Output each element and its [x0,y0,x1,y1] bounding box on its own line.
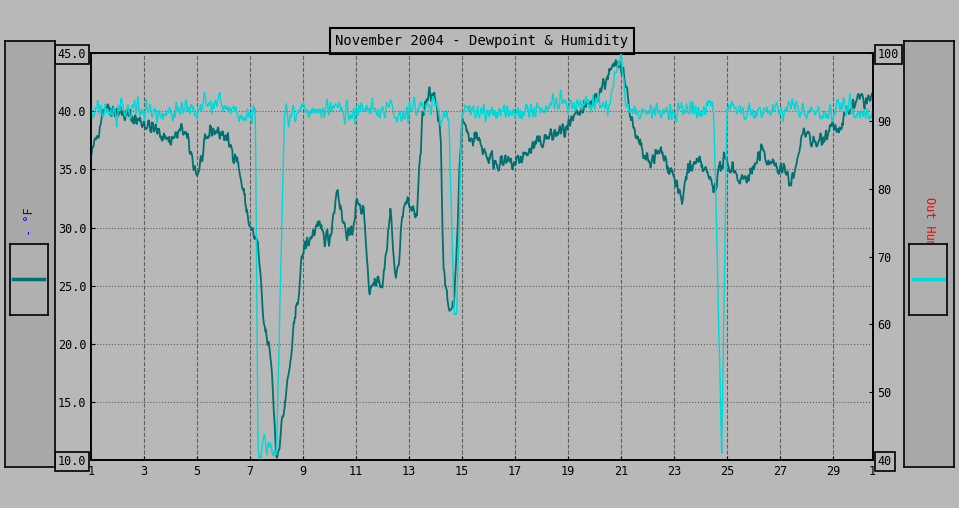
Title: November 2004 - Dewpoint & Humidity: November 2004 - Dewpoint & Humidity [336,34,628,48]
Text: Dewpoint - °F: Dewpoint - °F [23,208,36,300]
Text: Out Humidity - %: Out Humidity - % [923,197,936,311]
